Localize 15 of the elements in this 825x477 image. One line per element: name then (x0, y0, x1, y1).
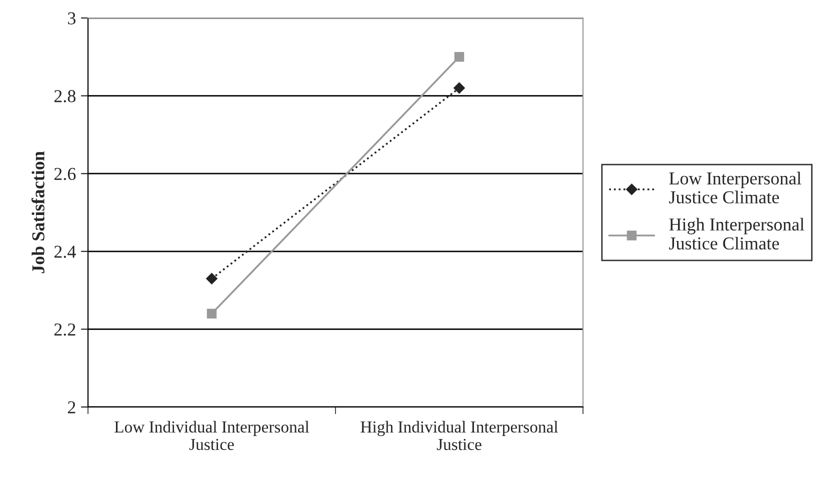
y-tick-label: 2.4 (54, 246, 76, 258)
y-tick-label: 2.8 (54, 90, 76, 102)
y-axis-title: Job Satisfaction (32, 151, 44, 274)
y-tick-label: 2.2 (54, 324, 76, 336)
x-tick-label: Low Individual Interpersonal Justice (114, 420, 310, 450)
point (454, 82, 465, 94)
y-tick-label: 2 (68, 401, 76, 414)
y-tick-label: 2.6 (54, 168, 76, 180)
y-tick-label: 3 (68, 12, 76, 24)
point (454, 52, 464, 62)
point (206, 273, 218, 284)
legend-label: High Interpersonal Justice Climate (669, 218, 804, 250)
point (206, 308, 217, 318)
x-tick-label: High Individual Interpersonal Justice (360, 420, 558, 450)
legend-label: Low Interpersonal Justice Climate (669, 172, 802, 204)
